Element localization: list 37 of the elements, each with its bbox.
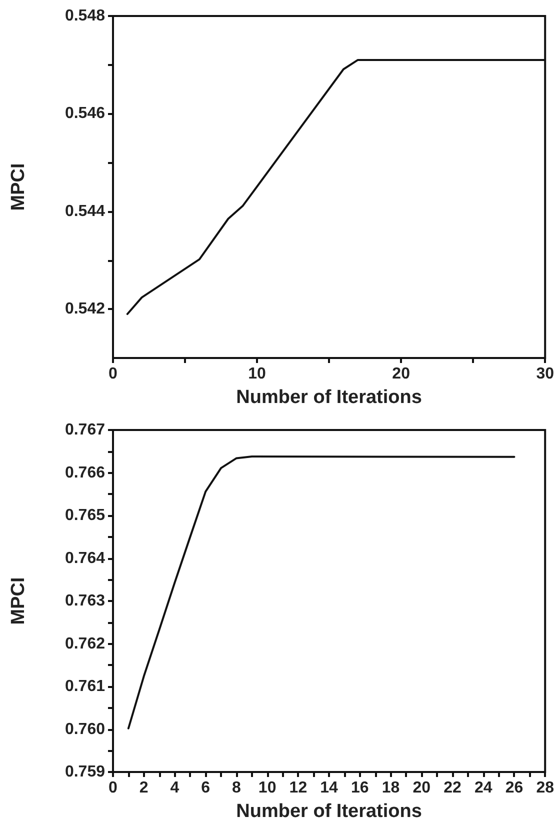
y-tick-label: 0.542 xyxy=(64,300,106,318)
x-tick-label: 14 xyxy=(320,780,338,796)
y-tick-label: 0.767 xyxy=(64,422,106,438)
x-tick-label: 26 xyxy=(505,780,524,796)
y-tick-label: 0.760 xyxy=(64,720,106,738)
y-axis-title: MPCI xyxy=(8,163,29,211)
x-tick-label: 20 xyxy=(392,366,410,382)
x-tick-label: 28 xyxy=(536,780,554,796)
y-tick-label: 0.762 xyxy=(64,635,106,652)
x-tick-label: 4 xyxy=(170,780,180,796)
y-tick-label: 0.765 xyxy=(64,507,106,524)
x-tick-label: 2 xyxy=(139,780,148,796)
y-tick-label: 0.766 xyxy=(64,464,106,482)
x-axis-title: Number of Iterations xyxy=(236,801,422,822)
x-tick-label: 10 xyxy=(248,366,266,382)
x-tick-label: 6 xyxy=(201,780,210,796)
y-axis-title: MPCI xyxy=(8,577,29,625)
x-tick-label: 16 xyxy=(351,780,369,796)
y-tick-label: 0.764 xyxy=(64,550,106,567)
x-tick-label: 22 xyxy=(444,780,462,796)
y-tick-label: 0.759 xyxy=(64,764,106,780)
x-tick-label: 8 xyxy=(232,780,242,796)
y-tick-label: 0.544 xyxy=(64,202,106,220)
y-tick-label: 0.761 xyxy=(64,678,106,695)
x-tick-label: 0 xyxy=(108,366,118,382)
y-tick-label: 0.546 xyxy=(64,105,106,122)
x-tick-label: 12 xyxy=(289,780,308,796)
line-series xyxy=(127,456,516,730)
x-tick-label: 10 xyxy=(258,780,276,796)
x-axis-title: Number of Iterations xyxy=(236,387,422,408)
x-tick-label: 20 xyxy=(412,780,431,796)
y-tick-label: 0.548 xyxy=(64,8,106,24)
x-tick-label: 0 xyxy=(108,780,118,796)
x-tick-label: 18 xyxy=(382,780,400,796)
y-tick-label: 0.763 xyxy=(64,592,106,610)
x-tick-label: 30 xyxy=(536,366,554,382)
x-tick-label: 24 xyxy=(474,780,492,796)
